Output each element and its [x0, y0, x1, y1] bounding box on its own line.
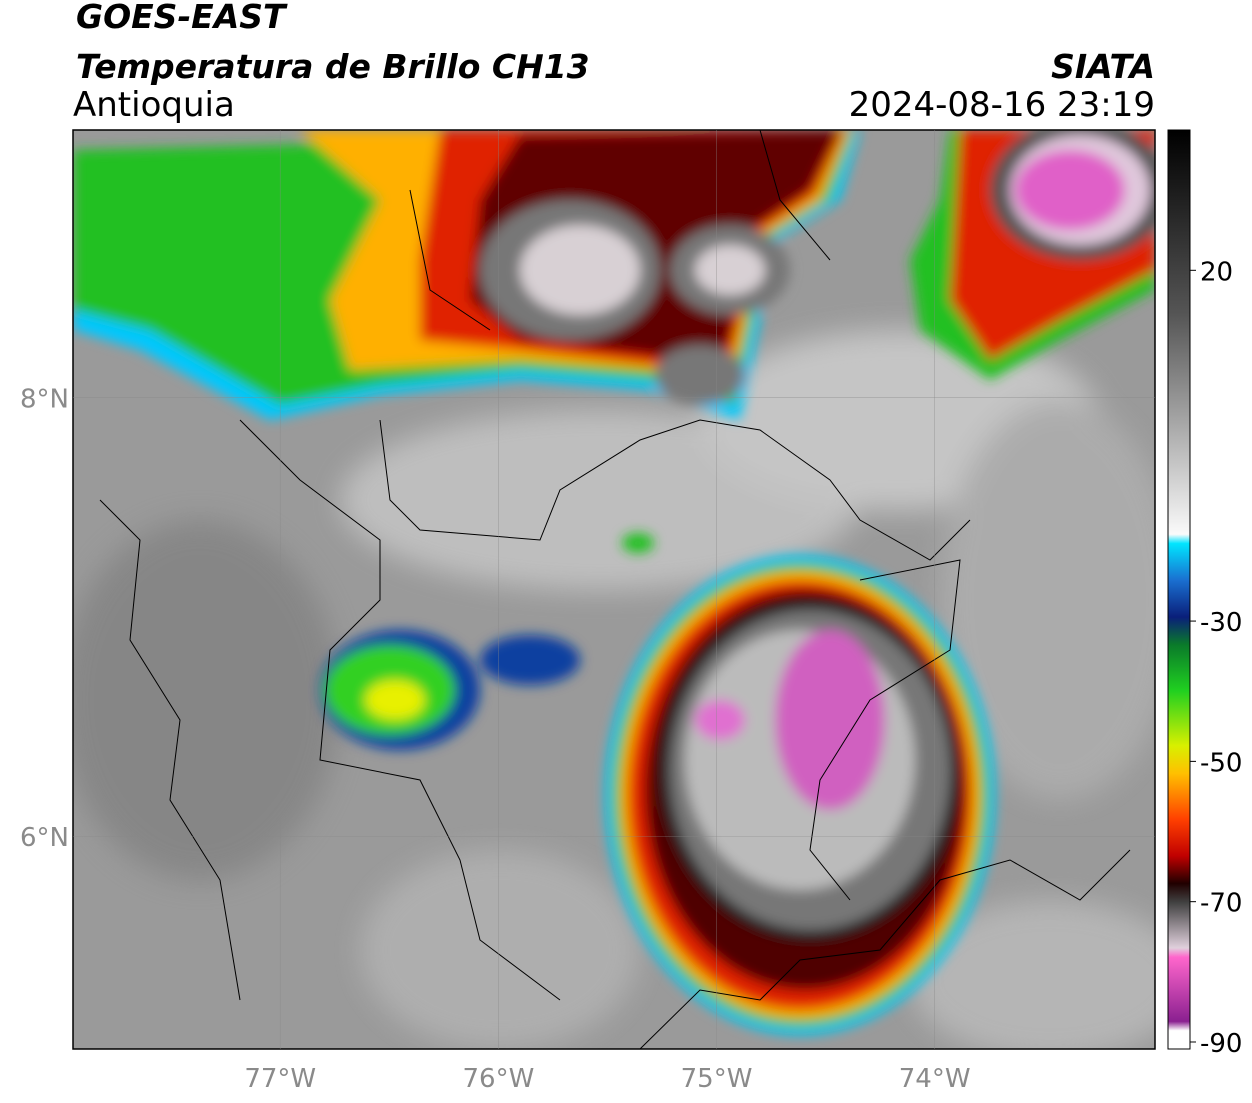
timestamp: 2024-08-16 23:19: [849, 85, 1155, 125]
y-tick-label: 8°N: [20, 385, 69, 415]
colorbar-tick-label: -90: [1200, 1029, 1242, 1059]
colorbar-tick-label: -50: [1200, 748, 1242, 778]
x-tick-label: 77°W: [244, 1064, 316, 1094]
x-tick-label: 76°W: [462, 1064, 534, 1094]
map-frame: [72, 129, 1156, 1050]
colorbar: [1167, 129, 1191, 1050]
x-tick-label: 74°W: [899, 1064, 971, 1094]
source: SIATA: [1051, 47, 1155, 86]
y-tick-label: 6°N: [20, 823, 69, 853]
title: GOES-EAST: [76, 0, 288, 36]
subtitle: Temperatura de Brillo CH13: [76, 47, 590, 86]
colorbar-tick-label: 20: [1200, 257, 1233, 287]
borders: [99, 130, 1131, 1049]
colorbar-tick-label: -70: [1200, 889, 1242, 919]
colorbar-tick-label: -30: [1200, 608, 1242, 638]
satellite-image: [73, 130, 1155, 1049]
x-tick-label: 75°W: [681, 1064, 753, 1094]
region: Antioquia: [73, 85, 235, 125]
